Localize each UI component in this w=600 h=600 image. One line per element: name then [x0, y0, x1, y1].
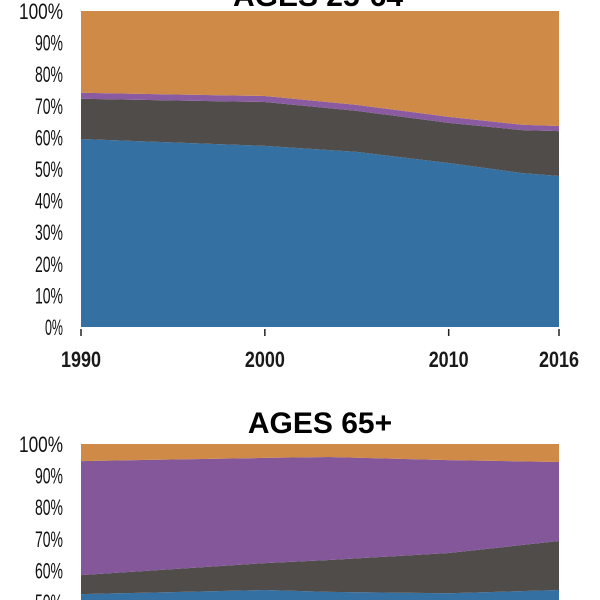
area-orange — [81, 444, 559, 462]
y-tick-label: 80% — [35, 495, 63, 520]
y-axis: 0% 10% 20% 30% 40% 50% 60% 70% 80% 90% 100% — [19, 0, 63, 340]
y-tick-label: 90% — [35, 31, 63, 56]
y-tick-label: 10% — [35, 283, 63, 308]
y-tick-label: 90% — [35, 464, 63, 489]
area-orange — [81, 11, 559, 126]
y-tick-label: 20% — [35, 252, 63, 277]
y-tick-label: 40% — [35, 189, 63, 214]
y-tick-label: 100% — [19, 432, 63, 457]
y-tick-label: 50% — [35, 590, 63, 600]
chart-ages-65-plus: AGES 65+ 50% 60% 70% 80% 90% 100% — [19, 407, 559, 600]
y-tick-label: 30% — [35, 220, 63, 245]
chart-ages-25-64: AGES 25-64 0% 10% 20% 30% 40% 50% 60% 70% 80% 90%… — [19, 0, 579, 372]
area-layers — [81, 11, 559, 327]
y-tick-label: 80% — [35, 62, 63, 87]
y-tick-label: 100% — [19, 0, 63, 24]
area-dark — [81, 541, 559, 595]
area-blue — [81, 139, 559, 327]
y-axis: 50% 60% 70% 80% 90% 100% — [19, 432, 63, 600]
y-tick-label: 60% — [35, 558, 63, 583]
y-tick-label: 70% — [35, 527, 63, 552]
x-tick-label: 1990 — [61, 347, 101, 372]
x-tick-label: 2010 — [429, 347, 469, 372]
y-tick-label: 0% — [45, 315, 63, 340]
area-layers — [81, 444, 559, 600]
chart-title: AGES 65+ — [248, 407, 392, 440]
area-purple — [81, 92, 559, 132]
y-tick-label: 50% — [35, 157, 63, 182]
y-tick-label: 60% — [35, 125, 63, 150]
x-axis: 1990 2000 2010 2016 — [61, 329, 579, 372]
x-tick-label: 2000 — [245, 347, 285, 372]
y-tick-label: 70% — [35, 94, 63, 119]
x-tick-label: 2016 — [539, 347, 579, 372]
area-blue — [81, 590, 559, 600]
area-dark — [81, 98, 559, 176]
area-purple — [81, 457, 559, 576]
chart-title: AGES 25-64 — [233, 0, 403, 13]
